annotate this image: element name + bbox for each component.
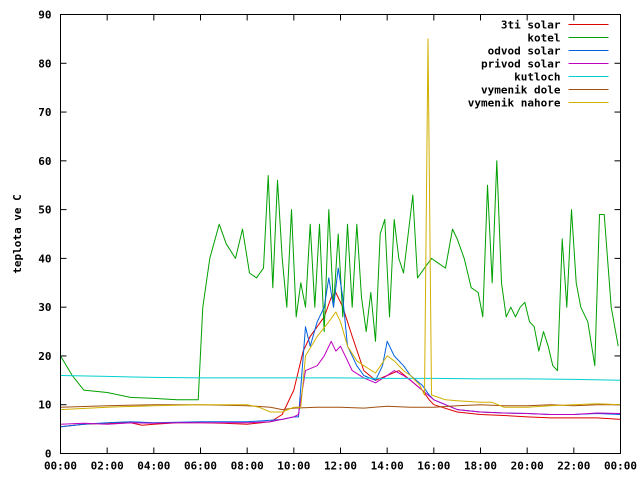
legend-label-kotel: kotel — [527, 32, 560, 45]
y-tick-label: 20 — [38, 350, 51, 363]
x-tick-label: 20:00 — [511, 460, 544, 473]
y-tick-label: 40 — [38, 252, 51, 265]
x-tick-label: 14:00 — [371, 460, 404, 473]
axis-tick-labels: 0 10 20 30 40 50 60 70 80 90 00:00 02:00 04:00 06:00 0… — [38, 9, 637, 473]
legend-label-kutloch: kutloch — [514, 71, 560, 84]
series-line-kotel — [60, 160, 619, 401]
x-tick-label: 16:00 — [417, 460, 450, 473]
x-tick-label: 06:00 — [184, 460, 217, 473]
x-tick-label: 00:00 — [44, 460, 77, 473]
legend-label-privod-solar: privod solar — [481, 58, 561, 71]
x-tick-label: 04:00 — [137, 460, 170, 473]
legend-label-odvod-solar: odvod solar — [488, 45, 561, 58]
x-tick-label: 02:00 — [91, 460, 124, 473]
series-line-kutloch — [60, 375, 621, 381]
plot-lines — [60, 38, 621, 428]
y-axis-label: teplota ve C — [11, 194, 24, 273]
y-tick-label: 70 — [38, 106, 51, 119]
x-tick-label: 12:00 — [324, 460, 357, 473]
y-tick-label: 50 — [38, 204, 51, 217]
legend-label-3ti-solar: 3ti solar — [501, 19, 561, 32]
y-tick-label: 10 — [38, 399, 51, 412]
plot-frame — [60, 14, 621, 454]
legend-label-vymenik-dole: vymenik dole — [481, 84, 561, 97]
y-tick-label: 30 — [38, 301, 51, 314]
y-tick-label: 0 — [45, 448, 52, 461]
series-line-privod-solar — [60, 340, 621, 425]
x-tick-label: 10:00 — [277, 460, 310, 473]
y-tick-label: 60 — [38, 155, 51, 168]
x-tick-label: 08:00 — [231, 460, 264, 473]
y-tick-label: 90 — [38, 9, 51, 22]
legend-label-vymenik-nahore: vymenik nahore — [468, 97, 561, 110]
series-line-vymenik-dole — [60, 404, 621, 411]
x-tick-label: 00:00 — [604, 460, 637, 473]
x-tick-label: 18:00 — [464, 460, 497, 473]
x-tick-label: 22:00 — [557, 460, 590, 473]
series-line-vymenik-nahore — [60, 38, 621, 413]
y-tick-label: 80 — [38, 57, 51, 70]
